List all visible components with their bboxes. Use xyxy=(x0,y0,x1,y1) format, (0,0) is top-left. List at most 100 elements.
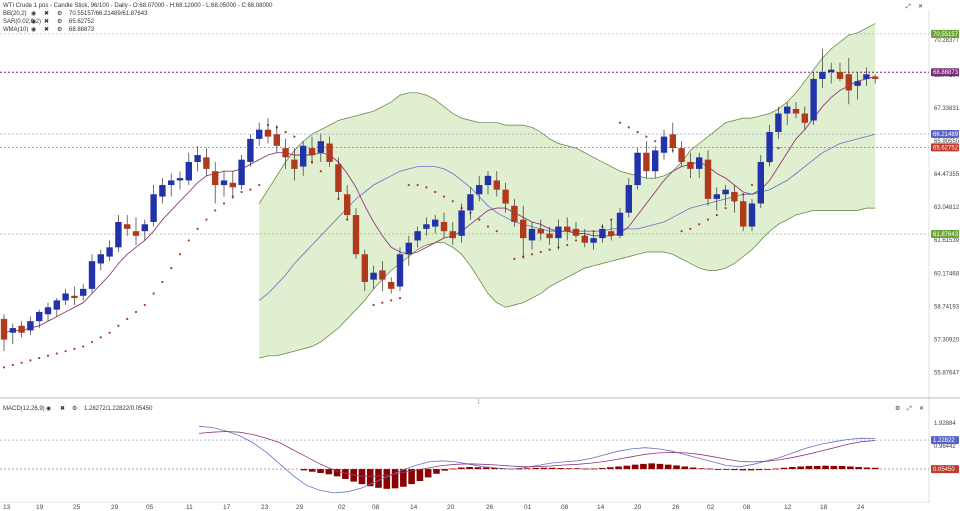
macd-gear-icon[interactable]: ⚙ xyxy=(895,405,900,412)
macd-histogram-bar xyxy=(375,469,382,488)
candle-body xyxy=(528,228,536,241)
macd-histogram-bar xyxy=(640,463,647,470)
date-tick-label: 01 xyxy=(524,504,532,511)
date-tick-label: 29 xyxy=(111,504,119,511)
candle-body xyxy=(212,171,219,186)
macd-histogram-bar xyxy=(855,467,862,470)
candle-body xyxy=(308,148,316,156)
candle-body xyxy=(106,247,113,257)
macd-arrow-icon[interactable]: ⤢ xyxy=(907,405,912,412)
sar-dot xyxy=(38,356,41,360)
sar-dot xyxy=(178,253,182,256)
candle-body xyxy=(484,175,492,186)
price-tick-label: 64.47355 xyxy=(934,172,960,178)
macd-histogram-bar xyxy=(317,469,324,473)
candle-body xyxy=(722,189,729,195)
macd-histogram-bar xyxy=(408,469,415,485)
macd-histogram-bar xyxy=(689,467,697,470)
candle-body xyxy=(845,74,852,91)
date-tick-label: 14 xyxy=(410,504,418,511)
macd-histogram-bar xyxy=(631,464,639,470)
candle-body xyxy=(432,219,439,227)
sar-dot xyxy=(2,366,6,369)
macd-close-icon[interactable]: ✕ xyxy=(919,406,924,412)
arrow-icon[interactable]: ⤢ xyxy=(906,3,911,10)
macd-histogram-bar xyxy=(515,468,523,470)
price-tick-label: 55.87647 xyxy=(934,370,960,376)
macd-histogram-bar xyxy=(457,467,465,470)
candle-body xyxy=(194,155,201,162)
candle-body xyxy=(124,224,131,229)
macd-histogram-bar xyxy=(789,467,796,470)
sar-dot xyxy=(108,331,111,334)
candle-body xyxy=(370,272,377,280)
sar-dot xyxy=(319,170,322,173)
eye-icon[interactable]: ◉ xyxy=(46,406,51,412)
badge-label-wma: 68.88873 xyxy=(933,70,959,76)
date-tick-label: 24 xyxy=(857,504,865,511)
candle-body xyxy=(335,164,342,192)
candle-body xyxy=(828,69,835,72)
candle-body xyxy=(168,180,175,186)
candle-body xyxy=(625,185,632,213)
wma-polyline xyxy=(3,76,876,334)
candle-body xyxy=(467,194,474,211)
settings-icon[interactable]: ⚙ xyxy=(57,26,62,33)
macd-histogram-bar xyxy=(698,468,705,470)
header-legend: WTI Crude 1 pos - Candle Stick, 96/100 -… xyxy=(3,3,273,33)
eye-icon[interactable]: ◉ xyxy=(31,11,36,17)
macd-histogram-bar xyxy=(549,467,556,470)
candle-body xyxy=(220,180,228,186)
candle-body xyxy=(616,212,624,236)
delete-icon[interactable]: ✖ xyxy=(44,18,49,25)
indicator-name: WMA(10) xyxy=(3,27,28,33)
macd-histogram-bar xyxy=(524,468,531,470)
macd-histogram-bar xyxy=(714,469,722,470)
delete-icon[interactable]: ✖ xyxy=(60,405,65,412)
badge-wma xyxy=(931,68,959,77)
macd-histogram-bar xyxy=(871,467,879,470)
macd-histogram-bar xyxy=(615,466,622,470)
sar-dot xyxy=(715,213,718,217)
sar-dot xyxy=(407,183,410,187)
candle-body xyxy=(185,161,192,181)
macd-histogram-bar xyxy=(747,469,755,471)
candle-body xyxy=(572,228,580,236)
price-tick-label: 67.33831 xyxy=(934,106,960,112)
macd-histogram-bar xyxy=(838,465,846,470)
macd-histogram-bar xyxy=(391,469,399,489)
macd-histogram-bar xyxy=(582,468,589,470)
settings-icon[interactable]: ⚙ xyxy=(72,405,77,412)
badge-macd xyxy=(931,436,959,445)
settings-icon[interactable]: ⚙ xyxy=(57,10,62,17)
macd-histogram-bar xyxy=(532,468,540,470)
macd-histogram-bar xyxy=(780,467,788,470)
sar-dot xyxy=(539,250,542,254)
sar-dot xyxy=(390,299,393,302)
settings-icon[interactable]: ⚙ xyxy=(57,18,62,25)
sar-dot xyxy=(134,310,138,314)
delete-icon[interactable]: ✖ xyxy=(44,10,49,17)
date-tick-label: 13 xyxy=(3,504,11,511)
sar-dot xyxy=(654,140,657,143)
top-right-controls[interactable]: ⤢ ✕ xyxy=(906,3,923,10)
macd-histogram-bar xyxy=(557,468,564,470)
price-tick-label: 61.61539 xyxy=(934,238,960,244)
macd-histogram-bar xyxy=(764,469,771,470)
price-tick-label: 58.74193 xyxy=(934,304,960,310)
bollinger-upper-line xyxy=(258,23,876,204)
candle-body xyxy=(88,261,96,289)
candle-body xyxy=(713,194,720,199)
badge-bb_mid xyxy=(931,130,959,139)
candle-body xyxy=(502,189,509,204)
price-tick-label: 60.17468 xyxy=(934,271,960,277)
macd-histogram-bar xyxy=(441,469,449,471)
eye-icon[interactable]: ◉ xyxy=(31,27,36,33)
eye-icon[interactable]: ◉ xyxy=(31,19,36,25)
close-icon[interactable]: ✕ xyxy=(918,4,923,10)
macd-histogram-bar xyxy=(681,466,689,470)
drag-handle-icon[interactable]: ⁞ xyxy=(478,400,480,406)
delete-icon[interactable]: ✖ xyxy=(44,26,49,33)
sar-dot xyxy=(284,130,287,134)
